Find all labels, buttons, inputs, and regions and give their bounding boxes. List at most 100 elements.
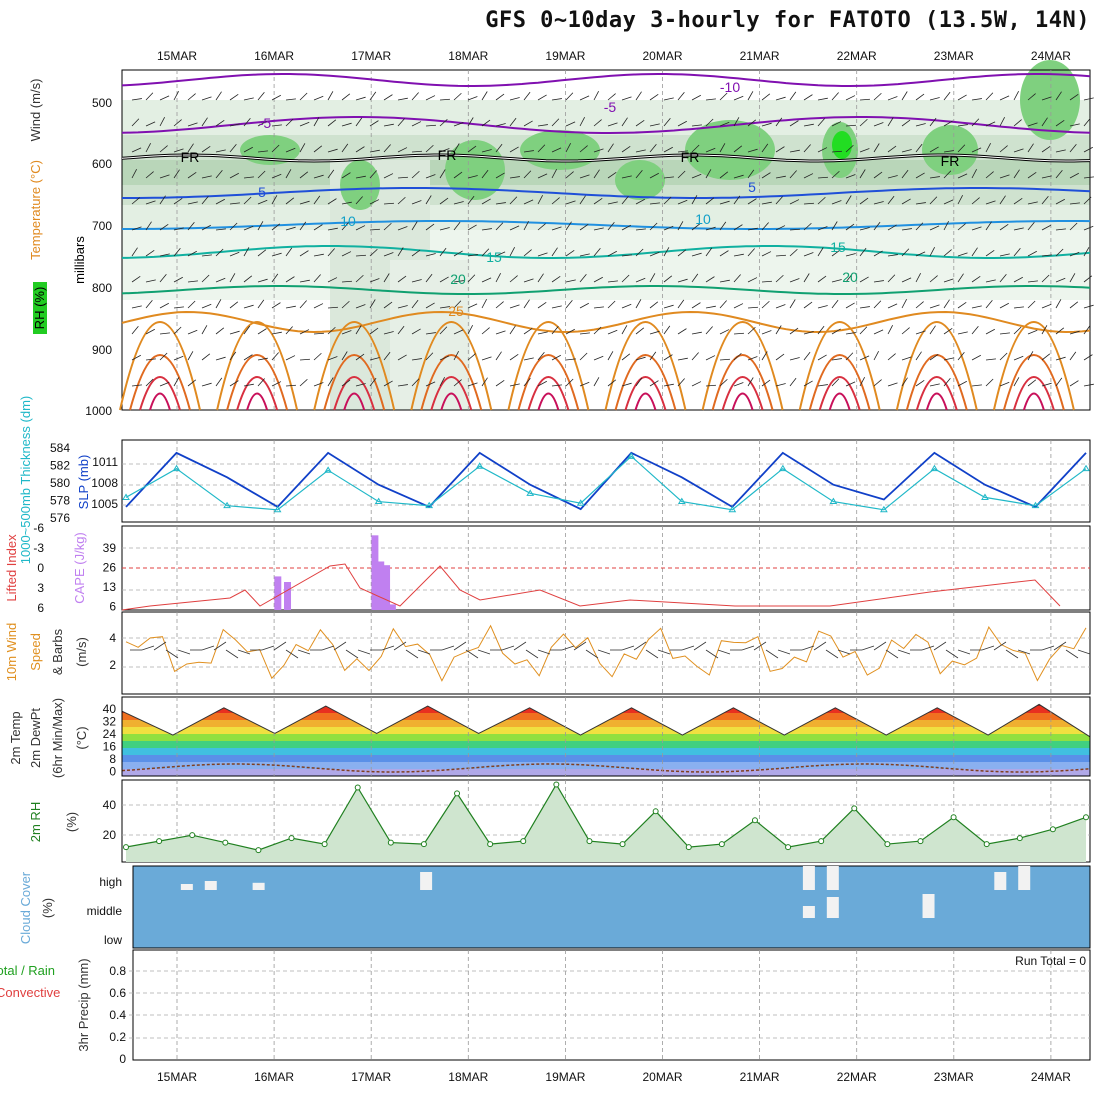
date-label-top: 15MAR — [157, 49, 197, 63]
wind-barb — [649, 202, 660, 205]
date-label-bottom: 24MAR — [1031, 1070, 1071, 1084]
rh-legend-swatch — [33, 282, 47, 334]
wind-barb — [131, 118, 140, 127]
wind-barb — [859, 376, 865, 387]
wind-barb — [929, 196, 938, 205]
wind-barb — [1055, 277, 1066, 283]
wind-barb — [257, 221, 264, 231]
wind-barb — [285, 197, 295, 205]
li-tick: -6 — [33, 521, 44, 535]
wind-barb — [593, 148, 604, 153]
precip-tick: 0.4 — [109, 1008, 126, 1022]
precip-tick: 0.6 — [109, 986, 126, 1000]
wind-barb — [299, 378, 308, 387]
wind-barb — [985, 221, 992, 231]
dewpoint-line — [121, 763, 1091, 773]
wind-barb — [803, 331, 814, 335]
wind-barb — [859, 326, 868, 335]
wind-barb — [1041, 117, 1048, 127]
temp-contour-25 — [121, 310, 1091, 334]
cape-bar — [274, 576, 282, 610]
wind-barb — [929, 97, 940, 101]
wind-barb — [467, 353, 476, 361]
wind-barb — [887, 96, 898, 101]
wind-barb — [201, 196, 209, 205]
wind-barb — [677, 328, 687, 335]
wind-barb — [663, 275, 673, 283]
wind-barb — [901, 149, 912, 153]
wind-barb-10m — [513, 641, 527, 651]
wind-barb — [789, 377, 797, 387]
wind-barb — [957, 273, 964, 283]
wind-barb — [761, 300, 770, 309]
wind-barb — [593, 119, 602, 127]
wind-barb — [985, 121, 996, 127]
wind-barb — [173, 90, 179, 101]
wind-barb — [159, 253, 170, 257]
cloud-bar-high — [802, 866, 815, 890]
wind-barb — [677, 221, 684, 231]
wind-barb — [929, 146, 939, 153]
wind-barb — [845, 223, 855, 231]
surface-temp-arch — [236, 376, 279, 411]
wind-barb — [173, 276, 183, 283]
wind-barb — [733, 117, 740, 127]
wind-barb — [187, 351, 194, 361]
wind-barb — [467, 96, 478, 101]
wind-barb — [1083, 196, 1092, 205]
surface-temp-arch — [440, 392, 463, 411]
temp-line — [121, 703, 1091, 738]
wind-barb-10m — [213, 641, 227, 651]
rh-marker — [818, 838, 825, 845]
wind-barb — [859, 118, 868, 127]
wind-barb — [635, 356, 646, 361]
rh-shade — [122, 230, 1090, 300]
cloud-bar-middle — [826, 897, 839, 918]
wind-barb — [327, 326, 336, 335]
wind-barb — [313, 117, 320, 127]
wind-barb — [579, 174, 590, 179]
wind-barb-10m — [873, 641, 887, 651]
thickness-marker — [172, 464, 181, 472]
wind-barb — [1027, 351, 1034, 361]
wind-barb — [789, 149, 800, 153]
wind-barb — [341, 122, 352, 127]
temp-contour-20 — [121, 285, 1091, 295]
wind-barb — [1069, 202, 1080, 205]
wind-barb — [411, 221, 418, 231]
wind-barb — [971, 118, 980, 127]
cloud-cover-panel: high middle low — [87, 865, 1091, 949]
wind-barb — [509, 325, 516, 335]
wind-barb — [761, 172, 771, 179]
rh-marker — [288, 835, 295, 842]
wind-barb — [635, 120, 645, 127]
wind-barb — [201, 325, 208, 335]
wind-barb — [649, 301, 659, 309]
surface-temp-arch — [818, 376, 861, 411]
wind-barb — [551, 98, 562, 101]
wind-barb — [187, 143, 194, 153]
wind-barb — [187, 250, 197, 257]
wind-barb — [957, 124, 968, 127]
slp-tick: 1011 — [92, 455, 118, 469]
wind-barb — [537, 194, 543, 205]
wind-barb — [915, 380, 925, 387]
wind-barb — [1083, 275, 1093, 283]
wind-barb-10m — [1041, 645, 1055, 651]
thickness-marker — [677, 497, 686, 505]
wind-barb — [369, 228, 381, 231]
wind-barb — [565, 200, 576, 205]
rh-moist-blob — [520, 130, 600, 170]
wind-barb — [803, 202, 815, 205]
wind-barb — [481, 277, 492, 283]
wind-barb — [999, 253, 1010, 257]
wind-barb — [327, 377, 334, 387]
wind-barb — [845, 332, 856, 335]
temp-color-band — [122, 734, 1090, 741]
wind-barb-10m — [333, 641, 347, 651]
wind-barb — [761, 251, 772, 257]
wind-barb — [341, 93, 351, 101]
pressure-tick-label: 800 — [92, 281, 112, 295]
label-precip-conv: Convective — [0, 985, 60, 1000]
